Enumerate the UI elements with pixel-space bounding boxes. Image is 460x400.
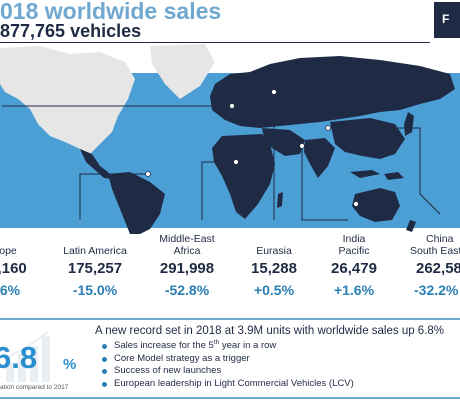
bullet-item: Sales increase for the 5th year in a row [100,339,354,353]
bullet-dot-icon [102,369,107,374]
region-value: 26,479 [331,260,377,277]
china-shape [330,118,405,159]
dot-africa [233,159,239,165]
region-india-pacific: India Pacific 26,479 +1.6% [318,233,390,298]
south-america-shape [108,172,165,234]
callout-india [301,146,348,221]
region-latin-america: Latin America 175,257 -15.0% [48,233,142,298]
footer-divider [0,397,460,399]
callout-latin-america [79,173,148,220]
brand-logo: F [434,2,460,38]
dot-australia [353,201,359,207]
callout-lines [2,92,441,221]
header-divider [0,42,430,43]
japan-shape [404,112,414,136]
region-europe: ope 5,160 .6% [0,233,38,298]
new-zealand-shape [406,220,416,232]
bullet-dot-icon [102,381,107,387]
kpi-unit: % [63,356,77,373]
region-name: India Pacific [338,233,370,257]
region-change: .6% [0,282,21,298]
dot-china [325,125,331,131]
north-america-shape [0,46,135,154]
section-divider [0,318,460,320]
bullet-item: Core Model strategy as a trigger [100,353,354,366]
central-america-shape [80,149,112,179]
region-change: +0.5% [253,282,295,298]
indonesia-shape [350,170,404,180]
region-value: 5,160 [0,260,27,277]
region-middle-east-africa: Middle-East Africa 291,998 -52.8% [142,233,232,298]
callout-africa [201,161,236,220]
region-name: Eurasia [256,245,292,257]
region-name: China South East [410,233,460,257]
region-change: -52.8% [164,282,210,298]
growth-chart-icon [5,331,50,382]
region-china-south-east: China South East 262,58 -32.2% [402,233,460,298]
region-change: -32.2% [414,282,459,298]
eurasia-shape [210,56,455,128]
summary-bullets: Sales increase for the 5th year in a row… [100,339,354,391]
dot-india [299,143,305,149]
bullet-item: European leadership in Light Commercial … [100,378,354,391]
kpi-caption: ation compared to 2017 [0,384,69,391]
bullet-item: Success of new launches [100,365,354,378]
middle-east-shape [262,128,305,156]
region-value: 291,998 [159,260,215,277]
logo-letter: F [442,12,450,26]
summary-headline: A new record set in 2018 at 3.9M units w… [95,325,445,337]
dot-europe [229,103,235,109]
africa-shape [212,134,275,219]
region-eurasia: Eurasia 15,288 +0.5% [238,233,310,298]
world-map [0,44,455,234]
callout-dots [145,89,359,207]
bullet-dot-icon [102,356,107,362]
page-subtitle: 877,765 vehicles [0,21,142,41]
dot-eurasia [271,89,277,95]
kpi-value: 6.8 [0,340,38,375]
region-change: +1.6% [333,282,375,298]
india-shape [304,138,335,178]
region-value: 15,288 [251,260,297,277]
bullet-dot-icon [102,344,107,349]
page-title: 018 worldwide sales [0,0,222,24]
region-name: ope [0,245,17,257]
madagascar-shape [277,192,283,208]
region-change: -15.0% [72,282,118,298]
callout-china [328,127,441,215]
region-name: Latin America [63,245,127,257]
australia-shape [352,188,400,222]
greenland-shape [150,44,215,99]
dot-latin-america [145,171,151,177]
region-value: 262,58 [416,260,460,277]
region-name: Middle-East Africa [159,233,215,257]
region-value: 175,257 [67,260,123,277]
